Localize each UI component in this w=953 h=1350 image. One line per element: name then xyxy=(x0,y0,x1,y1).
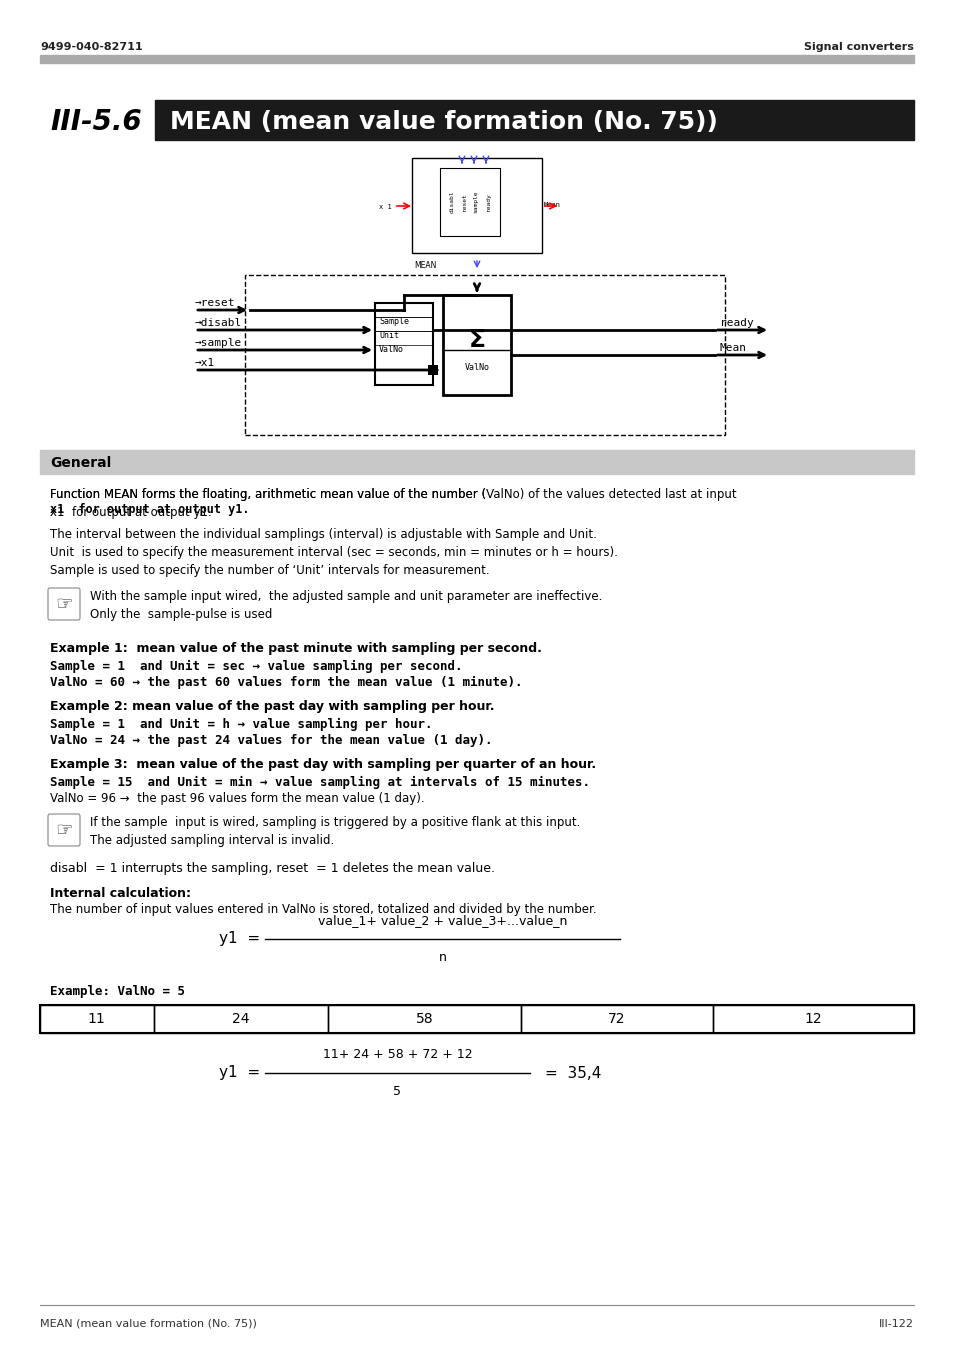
Text: Mean: Mean xyxy=(543,202,560,208)
Text: 11: 11 xyxy=(88,1012,106,1026)
Text: 58: 58 xyxy=(416,1012,433,1026)
Bar xyxy=(153,1004,328,1033)
Text: Sample = 1  and Unit = h → value sampling per hour.: Sample = 1 and Unit = h → value sampling… xyxy=(50,718,432,732)
Bar xyxy=(375,317,433,331)
Text: ValNo = 60 → the past 60 values form the mean value (1 minute).: ValNo = 60 → the past 60 values form the… xyxy=(50,676,522,688)
Text: Signal converters: Signal converters xyxy=(803,42,913,53)
Text: value_1+ value_2 + value_3+...value_n: value_1+ value_2 + value_3+...value_n xyxy=(317,914,567,927)
Text: reset: reset xyxy=(461,193,466,212)
Text: ready: ready xyxy=(485,193,490,212)
Text: =  35,4: = 35,4 xyxy=(544,1065,600,1080)
Bar xyxy=(428,364,437,375)
Bar xyxy=(712,1004,913,1033)
Text: Sample: Sample xyxy=(378,317,409,325)
Text: ValNo = 96 →  the past 96 values form the mean value (1 day).: ValNo = 96 → the past 96 values form the… xyxy=(50,792,424,805)
Bar xyxy=(442,296,511,396)
Bar xyxy=(439,167,499,236)
FancyBboxPatch shape xyxy=(48,814,80,846)
Bar xyxy=(520,1004,712,1033)
Text: Sample = 15  and Unit = min → value sampling at intervals of 15 minutes.: Sample = 15 and Unit = min → value sampl… xyxy=(50,776,589,790)
Text: sample: sample xyxy=(473,190,478,213)
Text: y1  =: y1 = xyxy=(218,1065,260,1080)
Text: Function MEAN forms the floating, arithmetic mean value of the number (ValNo) of: Function MEAN forms the floating, arithm… xyxy=(50,487,736,518)
Text: 5: 5 xyxy=(393,1085,401,1098)
Text: ValNo: ValNo xyxy=(464,363,489,371)
Text: MEAN (mean value formation (No. 75)): MEAN (mean value formation (No. 75)) xyxy=(170,109,717,134)
Text: x1  for output at output y1.: x1 for output at output y1. xyxy=(50,504,250,516)
Text: disabl  = 1 interrupts the sampling, reset  = 1 deletes the mean value.: disabl = 1 interrupts the sampling, rese… xyxy=(50,863,495,875)
Text: y1  =: y1 = xyxy=(218,931,260,946)
Bar xyxy=(375,302,433,317)
Text: x 1: x 1 xyxy=(379,204,392,211)
Text: Internal calculation:: Internal calculation: xyxy=(50,887,191,900)
Bar xyxy=(375,331,433,346)
Text: Mean: Mean xyxy=(720,343,746,352)
Bar xyxy=(40,55,913,63)
Text: Function MEAN forms the floating, arithmetic mean value of the number (: Function MEAN forms the floating, arithm… xyxy=(50,487,486,501)
Text: Example 2: mean value of the past day with sampling per hour.: Example 2: mean value of the past day wi… xyxy=(50,701,494,713)
Bar xyxy=(245,275,724,435)
Bar xyxy=(412,158,541,252)
Text: MEAN (mean value formation (No. 75)): MEAN (mean value formation (No. 75)) xyxy=(40,1319,256,1328)
Text: →sample: →sample xyxy=(194,338,242,348)
Text: →disabl: →disabl xyxy=(194,319,242,328)
Text: ☞: ☞ xyxy=(55,822,72,841)
FancyBboxPatch shape xyxy=(48,589,80,620)
Text: 24: 24 xyxy=(232,1012,250,1026)
Text: ready: ready xyxy=(720,319,753,328)
Text: →reset: →reset xyxy=(194,298,235,308)
Text: Σ: Σ xyxy=(468,328,485,352)
Text: ValNo: ValNo xyxy=(378,346,403,354)
Text: III-122: III-122 xyxy=(878,1319,913,1328)
Text: 72: 72 xyxy=(607,1012,625,1026)
Bar xyxy=(375,302,433,385)
Text: Example 3:  mean value of the past day with sampling per quarter of an hour.: Example 3: mean value of the past day wi… xyxy=(50,757,596,771)
Text: →x1: →x1 xyxy=(194,358,215,369)
Text: If the sample  input is wired, sampling is triggered by a positive flank at this: If the sample input is wired, sampling i… xyxy=(90,815,579,846)
Text: Example 1:  mean value of the past minute with sampling per second.: Example 1: mean value of the past minute… xyxy=(50,643,541,655)
Text: General: General xyxy=(50,456,112,470)
Text: ValNo = 24 → the past 24 values for the mean value (1 day).: ValNo = 24 → the past 24 values for the … xyxy=(50,734,492,747)
Text: The interval between the individual samplings (interval) is adjustable with Samp: The interval between the individual samp… xyxy=(50,528,618,576)
Text: Unit: Unit xyxy=(378,331,398,340)
Text: Example: ValNo = 5: Example: ValNo = 5 xyxy=(50,986,185,998)
Bar xyxy=(154,100,913,140)
Text: With the sample input wired,  the adjusted sample and unit parameter are ineffec: With the sample input wired, the adjuste… xyxy=(90,590,601,621)
Text: MEAN: MEAN xyxy=(414,261,436,270)
Bar xyxy=(40,1004,913,1033)
Text: The number of input values entered in ValNo is stored, totalized and divided by : The number of input values entered in Va… xyxy=(50,903,596,917)
Text: 12: 12 xyxy=(803,1012,821,1026)
Text: disabl: disabl xyxy=(449,190,454,213)
Text: III-5.6: III-5.6 xyxy=(50,108,141,136)
Bar xyxy=(40,450,913,474)
Text: Sample = 1  and Unit = sec → value sampling per second.: Sample = 1 and Unit = sec → value sampli… xyxy=(50,660,462,674)
Bar xyxy=(40,1004,153,1033)
Bar xyxy=(328,1004,520,1033)
Text: 9499-040-82711: 9499-040-82711 xyxy=(40,42,143,53)
Text: ☞: ☞ xyxy=(55,595,72,614)
Text: n: n xyxy=(438,950,446,964)
Text: 11+ 24 + 58 + 72 + 12: 11+ 24 + 58 + 72 + 12 xyxy=(322,1048,472,1061)
